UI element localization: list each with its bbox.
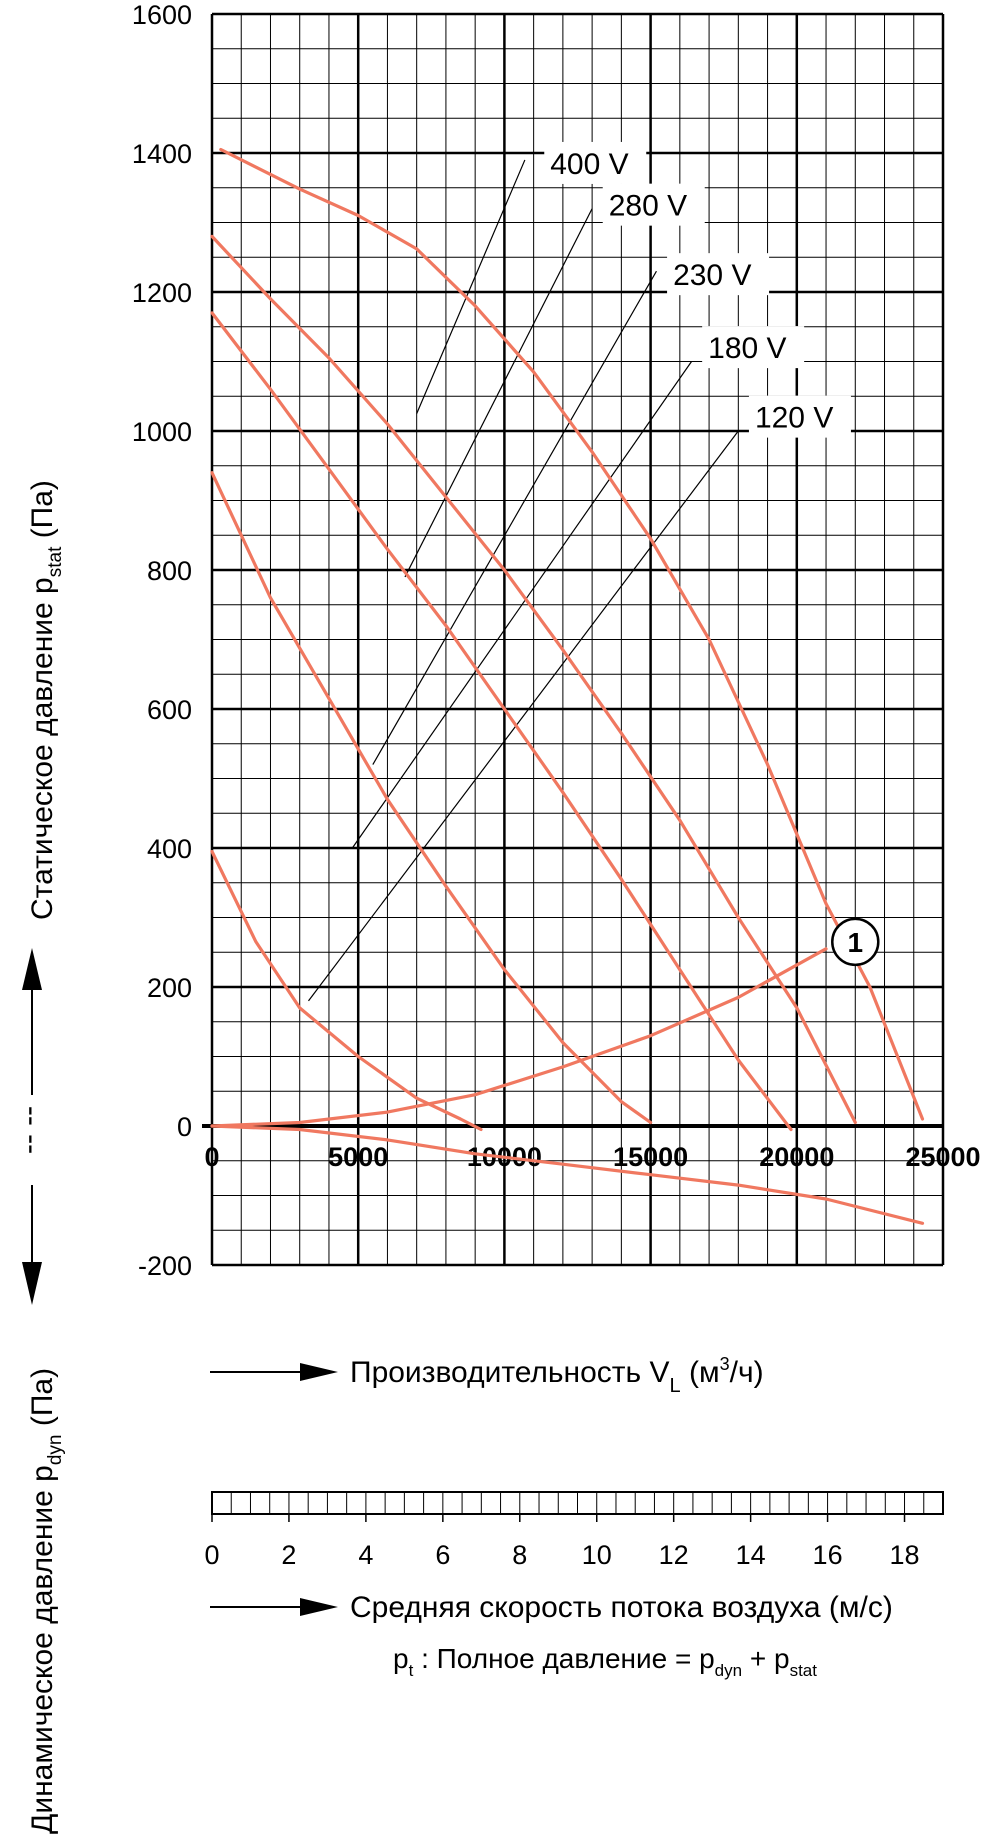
y-tick-label: 1000 — [132, 417, 192, 447]
x-tick-label: 15000 — [613, 1142, 688, 1172]
dynamic-pressure-curve — [210, 1124, 925, 1225]
velocity-caption: Средняя скорость потока воздуха (м/с) pt… — [210, 1591, 893, 1680]
dynamic-pressure-label: Динамическое давление pdyn (Па) — [26, 1368, 66, 1834]
velocity-tick-label: 2 — [281, 1540, 296, 1570]
marker-circle — [831, 917, 880, 967]
velocity-axis-label: Средняя скорость потока воздуха (м/с) — [350, 1591, 893, 1624]
velocity-tick-label: 16 — [813, 1540, 843, 1570]
leader-line — [351, 361, 693, 849]
velocity-tick-label: 4 — [358, 1540, 373, 1570]
voltage-labels: 400 V 280 V 230 V 180 V 120 V — [544, 141, 851, 438]
x-tick-label: 20000 — [759, 1142, 834, 1172]
y-tick-label: 0 — [177, 1112, 192, 1142]
velocity-tick-label: 18 — [890, 1540, 920, 1570]
velocity-scale: 0 2 4 6 8 10 12 14 16 18 — [204, 1491, 944, 1570]
y-tick-label: 400 — [147, 834, 192, 864]
fan-curve-400v — [219, 147, 925, 1121]
x-axis-label: Производительность VL (м3/ч) — [350, 1354, 764, 1397]
y-tick-label: 1600 — [132, 0, 192, 30]
voltage-label-bg — [544, 141, 647, 184]
x-tick-label: 0 — [204, 1142, 219, 1172]
y-tick-label: -200 — [138, 1251, 192, 1281]
y-tick-label: 800 — [147, 556, 192, 586]
x-tick-labels: 0 5000 10000 15000 20000 25000 — [204, 1142, 980, 1172]
operating-point-marker: 1 — [831, 917, 880, 967]
x-caption-arrow-head — [300, 1363, 338, 1381]
voltage-label: 180 V — [708, 332, 786, 365]
velocity-arrow-head — [300, 1598, 338, 1616]
velocity-tick-label: 10 — [582, 1540, 612, 1570]
leader-line — [308, 430, 739, 1002]
leader-line — [416, 159, 526, 414]
fan-curve-230v — [210, 311, 793, 1132]
left-axis-labels: Статическое давление pstat (Па) -- -- Ди… — [12, 480, 66, 1834]
voltage-leader-lines — [308, 159, 739, 1002]
x-axis-caption: Производительность VL (м3/ч) — [210, 1354, 764, 1397]
static-pressure-label: Статическое давление pstat (Па) — [26, 480, 66, 920]
velocity-tick-label: 12 — [659, 1540, 689, 1570]
voltage-label: 120 V — [755, 402, 833, 435]
velocity-tick-label: 8 — [512, 1540, 527, 1570]
total-pressure-formula: pt : Полное давление = pdyn + pstat — [393, 1643, 817, 1680]
voltage-label-bg — [748, 395, 851, 438]
velocity-tick-label: 0 — [204, 1540, 219, 1570]
voltage-label-bg — [702, 326, 805, 369]
voltage-label-bg — [602, 183, 705, 226]
velocity-tick-label: 14 — [736, 1540, 766, 1570]
marker-label: 1 — [847, 927, 863, 958]
leader-line — [372, 270, 657, 765]
leader-line — [404, 208, 593, 578]
voltage-label-bg — [667, 253, 770, 296]
x-tick-label: 25000 — [905, 1142, 980, 1172]
fan-curve-180v — [210, 471, 653, 1125]
system-curve — [210, 947, 828, 1128]
fan-curve-120v — [210, 849, 483, 1132]
fan-curve-280v — [210, 234, 857, 1125]
x-tick-label: 5000 — [328, 1142, 388, 1172]
y-tick-label: 1400 — [132, 139, 192, 169]
velocity-tick-label: 6 — [435, 1540, 450, 1570]
static-arrow-head — [22, 948, 42, 990]
fan-curves — [210, 147, 925, 1225]
y-tick-label: 1200 — [132, 278, 192, 308]
y-tick-label: 600 — [147, 695, 192, 725]
dynamic-arrow-head — [22, 1262, 42, 1305]
y-tick-label: 200 — [147, 973, 192, 1003]
break-marks: -- -- — [12, 1106, 45, 1154]
voltage-label: 280 V — [609, 190, 687, 223]
voltage-label: 230 V — [673, 259, 751, 292]
y-tick-labels: -200 0 200 400 600 800 1000 1200 1400 1600 — [132, 0, 192, 1281]
voltage-label: 400 V — [550, 148, 628, 181]
